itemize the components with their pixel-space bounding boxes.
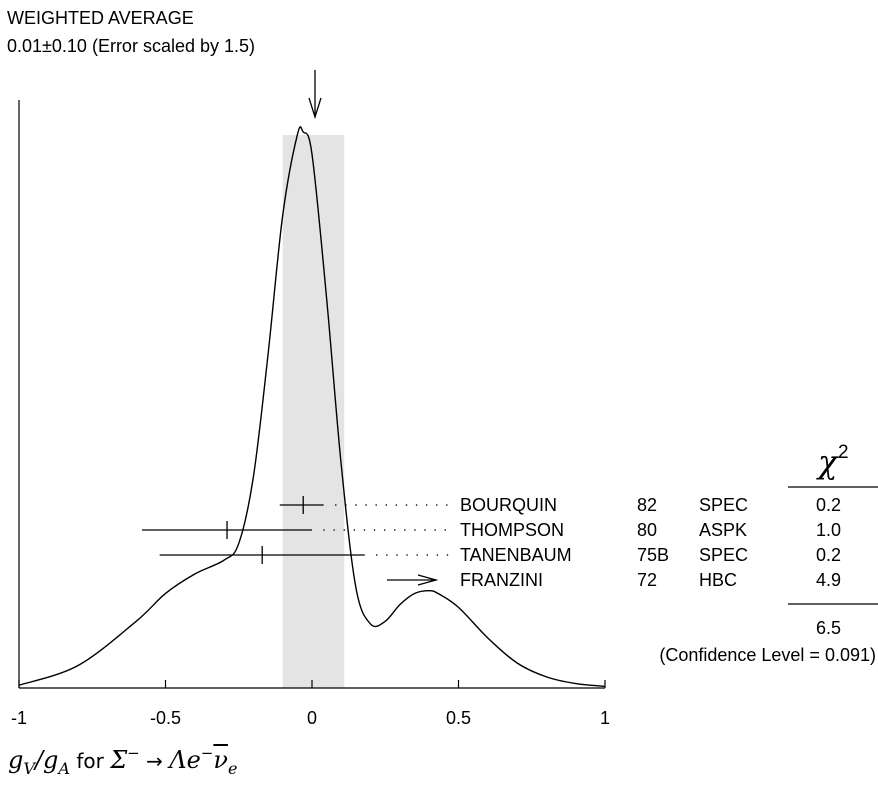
- off-scale-arrow-head: [417, 574, 439, 586]
- x-tick-label: -0.5: [150, 708, 181, 728]
- measurement-technique: SPEC: [699, 545, 748, 565]
- measurement-row: THOMPSON 80 ASPK 1.0: [142, 520, 841, 540]
- measurement-year: 75B: [637, 545, 669, 565]
- title-line-2: 0.01±0.10 (Error scaled by 1.5): [7, 36, 255, 56]
- measurement-chi2: 0.2: [816, 495, 841, 515]
- xlabel-v: V: [23, 759, 35, 778]
- title-line-1: WEIGHTED AVERAGE: [7, 8, 194, 28]
- chi2-header-power: 2: [838, 442, 849, 463]
- measurement-chi2: 1.0: [816, 520, 841, 540]
- measurement-chi2: 0.2: [816, 545, 841, 565]
- average-error-band: [282, 135, 345, 688]
- x-tick-label: 1: [600, 708, 610, 728]
- x-ticks: -1 -0.5 0 0.5 1: [11, 680, 610, 728]
- xlabel-sigma: Σ: [110, 746, 128, 774]
- xlabel-nu: ν: [213, 746, 228, 774]
- x-tick-label: 0.5: [446, 708, 471, 728]
- measurement-chi2: 4.9: [816, 570, 841, 590]
- xlabel-sigma-charge: −: [127, 744, 140, 762]
- xlabel-nu-sub: e: [227, 759, 238, 778]
- xlabel-g: g: [8, 746, 24, 774]
- measurements: BOURQUIN 82 SPEC 0.2 THOMPSON 80 ASPK 1.0 TANENB…: [142, 495, 841, 590]
- xlabel-g2: g: [43, 746, 59, 774]
- xlabel-e-charge: −: [200, 744, 214, 762]
- xlabel-e: e: [186, 746, 201, 774]
- measurement-technique: HBC: [699, 570, 737, 590]
- xlabel-a: A: [58, 759, 70, 778]
- measurement-year: 72: [637, 570, 657, 590]
- confidence-level: (Confidence Level = 0.091): [659, 645, 876, 665]
- xlabel-lambda: Λ: [169, 746, 187, 774]
- measurement-row: TANENBAUM 75B SPEC 0.2: [159, 545, 841, 565]
- xlabel-slash: /: [34, 746, 44, 774]
- measurement-name: THOMPSON: [460, 520, 564, 540]
- chi2-header: χ 2: [816, 442, 849, 481]
- measurement-name: BOURQUIN: [460, 495, 557, 515]
- measurement-technique: SPEC: [699, 495, 748, 515]
- measurement-year: 82: [637, 495, 657, 515]
- measurement-row: FRANZINI 72 HBC 4.9: [387, 570, 841, 590]
- xlabel-arrow: →: [139, 749, 170, 773]
- x-tick-label: -1: [11, 708, 27, 728]
- axes: -1 -0.5 0 0.5 1: [11, 100, 610, 728]
- measurement-name: TANENBAUM: [460, 545, 572, 565]
- measurement-technique: ASPK: [699, 520, 747, 540]
- x-axis-label: gV/gA for Σ− → Λe−νe: [8, 744, 237, 778]
- chi2-header-symbol: χ: [816, 443, 839, 481]
- measurement-row: BOURQUIN 82 SPEC 0.2: [279, 495, 841, 515]
- chi2-total: 6.5: [816, 618, 841, 638]
- measurement-name: FRANZINI: [460, 570, 543, 590]
- xlabel-for: for: [69, 749, 111, 773]
- average-arrow-icon: [308, 70, 322, 120]
- measurement-year: 80: [637, 520, 657, 540]
- ideogram-curve: [18, 126, 606, 688]
- x-tick-label: 0: [307, 708, 317, 728]
